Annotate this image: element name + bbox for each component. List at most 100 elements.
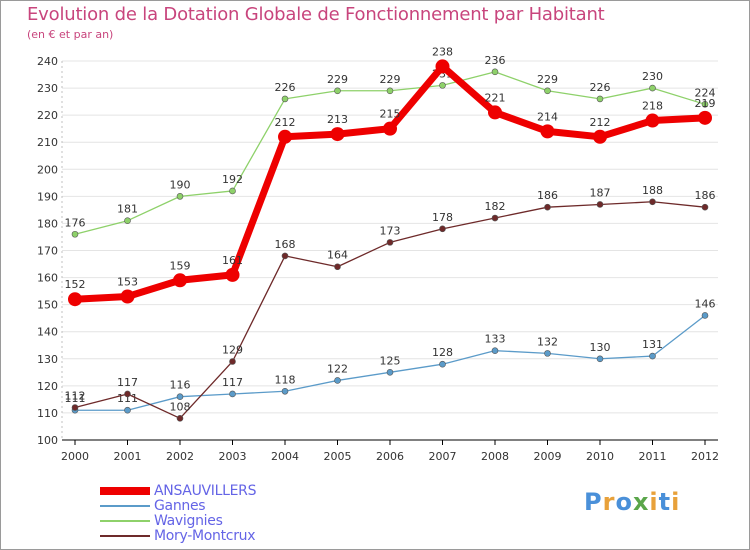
data-label: 164 bbox=[327, 249, 348, 262]
data-label: 125 bbox=[380, 354, 401, 367]
data-label: 131 bbox=[642, 338, 663, 351]
x-tick-label: 2003 bbox=[219, 450, 247, 463]
x-tick-label: 2007 bbox=[429, 450, 457, 463]
x-tick-label: 2012 bbox=[691, 450, 719, 463]
data-point bbox=[596, 95, 604, 103]
data-point bbox=[698, 110, 712, 125]
data-label: 133 bbox=[485, 333, 506, 346]
data-point bbox=[120, 289, 135, 304]
chart-subtitle: (en € et par an) bbox=[27, 28, 114, 41]
logo-letter: r bbox=[602, 488, 616, 516]
data-label: 214 bbox=[537, 110, 558, 123]
data-point bbox=[229, 390, 236, 398]
data-label: 108 bbox=[170, 400, 191, 413]
data-point bbox=[645, 113, 660, 128]
y-tick-label: 180 bbox=[37, 217, 58, 230]
x-tick-label: 2011 bbox=[639, 450, 667, 463]
logo-letter: i bbox=[671, 488, 681, 516]
data-point bbox=[435, 59, 450, 74]
x-tick-label: 2000 bbox=[61, 450, 89, 463]
data-label: 117 bbox=[222, 376, 243, 389]
y-tick-label: 120 bbox=[37, 380, 58, 393]
data-point bbox=[649, 352, 656, 360]
data-label: 128 bbox=[432, 346, 453, 359]
proxiti-logo: Proxiti bbox=[584, 488, 680, 516]
data-label: 188 bbox=[642, 184, 663, 197]
data-label: 215 bbox=[380, 108, 401, 121]
data-point bbox=[491, 214, 499, 222]
data-point bbox=[176, 193, 184, 200]
data-label: 238 bbox=[432, 45, 453, 58]
data-point bbox=[278, 129, 292, 144]
data-point bbox=[488, 105, 502, 120]
legend-label: Gannes bbox=[154, 498, 206, 514]
data-label: 218 bbox=[642, 100, 663, 113]
data-point bbox=[334, 87, 341, 95]
x-tick-label: 2002 bbox=[166, 450, 194, 463]
data-point bbox=[281, 387, 289, 395]
logo-letter: i bbox=[649, 488, 659, 516]
data-point bbox=[439, 225, 446, 233]
data-label: 168 bbox=[275, 238, 296, 251]
data-label: 153 bbox=[117, 276, 138, 289]
logo-letter: x bbox=[632, 488, 650, 516]
data-label: 226 bbox=[590, 81, 611, 94]
y-tick-label: 220 bbox=[37, 109, 58, 122]
data-label: 132 bbox=[537, 335, 558, 348]
data-label: 152 bbox=[65, 278, 86, 291]
data-point bbox=[701, 203, 709, 211]
y-tick-label: 230 bbox=[37, 82, 58, 95]
data-label: 230 bbox=[642, 70, 663, 83]
data-point bbox=[593, 129, 607, 144]
data-point bbox=[281, 95, 289, 103]
data-label: 182 bbox=[485, 200, 506, 213]
data-point bbox=[544, 203, 551, 211]
data-label: 130 bbox=[590, 341, 611, 354]
data-label: 117 bbox=[117, 376, 138, 389]
data-label: 187 bbox=[590, 186, 611, 199]
data-point bbox=[491, 347, 499, 354]
data-label: 181 bbox=[117, 203, 138, 216]
data-label: 212 bbox=[590, 116, 611, 129]
data-label: 212 bbox=[275, 116, 296, 129]
data-label: 186 bbox=[695, 189, 716, 202]
data-point bbox=[386, 369, 394, 376]
data-point bbox=[173, 273, 187, 288]
data-point bbox=[649, 198, 656, 206]
legend-swatch bbox=[100, 535, 150, 537]
data-point bbox=[281, 252, 289, 260]
data-point bbox=[544, 350, 551, 357]
data-point bbox=[386, 87, 394, 95]
logo-letter: t bbox=[658, 488, 672, 516]
data-label: 161 bbox=[222, 254, 243, 267]
legend-swatch bbox=[100, 487, 150, 495]
y-tick-label: 240 bbox=[37, 55, 58, 68]
data-point bbox=[701, 101, 709, 108]
x-tick-label: 2010 bbox=[586, 450, 614, 463]
data-label: 146 bbox=[695, 297, 716, 310]
x-tick-label: 2009 bbox=[534, 450, 562, 463]
logo-letter: o bbox=[615, 488, 633, 516]
legend-label: Mory-Montcrux bbox=[154, 528, 256, 544]
data-point bbox=[439, 82, 446, 89]
data-label: 173 bbox=[380, 224, 401, 237]
data-label: 213 bbox=[327, 113, 348, 126]
data-point bbox=[225, 267, 240, 282]
y-tick-label: 200 bbox=[37, 163, 58, 176]
data-point bbox=[176, 393, 184, 400]
data-label: 229 bbox=[327, 73, 348, 86]
data-label: 178 bbox=[432, 211, 453, 224]
data-label: 221 bbox=[485, 91, 506, 104]
legend-label: Wavignies bbox=[154, 513, 223, 529]
data-label: 116 bbox=[170, 379, 191, 392]
y-tick-label: 140 bbox=[37, 326, 58, 339]
data-point bbox=[229, 358, 236, 365]
data-label: 186 bbox=[537, 189, 558, 202]
legend-swatch bbox=[100, 520, 150, 522]
y-tick-label: 130 bbox=[37, 353, 58, 366]
y-tick-label: 160 bbox=[37, 272, 58, 285]
data-label: 176 bbox=[65, 216, 86, 229]
data-label: 192 bbox=[222, 173, 243, 186]
